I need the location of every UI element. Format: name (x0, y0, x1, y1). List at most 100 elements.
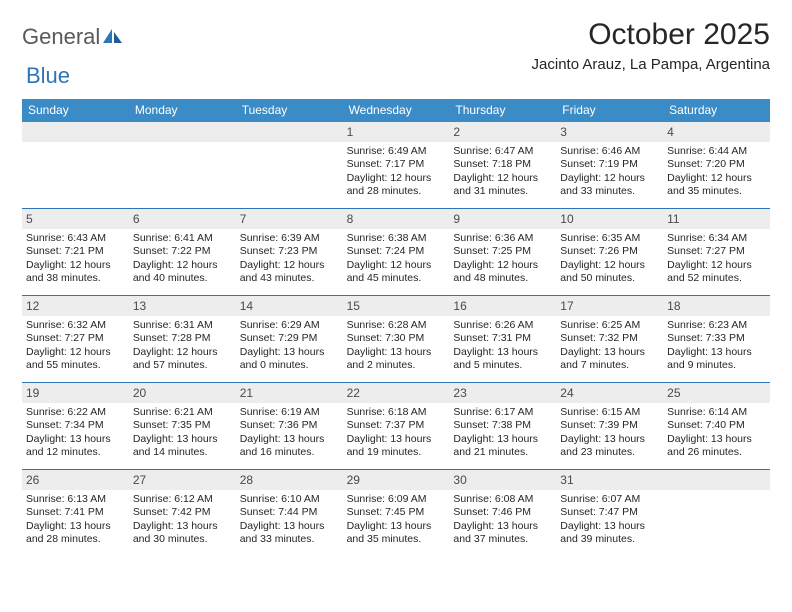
sunset-line: Sunset: 7:40 PM (667, 419, 766, 432)
dow-wednesday: Wednesday (343, 99, 450, 122)
day-number: 3 (556, 122, 663, 142)
week-row: 5Sunrise: 6:43 AMSunset: 7:21 PMDaylight… (22, 209, 770, 295)
title-block: October 2025 Jacinto Arauz, La Pampa, Ar… (532, 18, 770, 73)
daylight-line: Daylight: 13 hours and 26 minutes. (667, 433, 766, 460)
day-number: 29 (343, 470, 450, 490)
sunset-line: Sunset: 7:26 PM (560, 245, 659, 258)
sunrise-line: Sunrise: 6:07 AM (560, 493, 659, 506)
day-number: 14 (236, 296, 343, 316)
daylight-line: Daylight: 13 hours and 19 minutes. (347, 433, 446, 460)
daylight-line: Daylight: 13 hours and 33 minutes. (240, 520, 339, 547)
daylight-line: Daylight: 13 hours and 35 minutes. (347, 520, 446, 547)
week-row: 19Sunrise: 6:22 AMSunset: 7:34 PMDayligh… (22, 383, 770, 469)
sunrise-line: Sunrise: 6:19 AM (240, 406, 339, 419)
week-row: 26Sunrise: 6:13 AMSunset: 7:41 PMDayligh… (22, 470, 770, 556)
sunset-line: Sunset: 7:25 PM (453, 245, 552, 258)
sunrise-line: Sunrise: 6:35 AM (560, 232, 659, 245)
day-cell: 24Sunrise: 6:15 AMSunset: 7:39 PMDayligh… (556, 383, 663, 469)
sunrise-line: Sunrise: 6:12 AM (133, 493, 232, 506)
location: Jacinto Arauz, La Pampa, Argentina (532, 56, 770, 73)
day-number: 28 (236, 470, 343, 490)
daylight-line: Daylight: 13 hours and 21 minutes. (453, 433, 552, 460)
daylight-line: Daylight: 13 hours and 39 minutes. (560, 520, 659, 547)
day-cell: 30Sunrise: 6:08 AMSunset: 7:46 PMDayligh… (449, 470, 556, 556)
sunrise-line: Sunrise: 6:13 AM (26, 493, 125, 506)
day-number: 11 (663, 209, 770, 229)
daylight-line: Daylight: 13 hours and 14 minutes. (133, 433, 232, 460)
daylight-line: Daylight: 13 hours and 23 minutes. (560, 433, 659, 460)
daylight-line: Daylight: 12 hours and 48 minutes. (453, 259, 552, 286)
brand-logo: General (22, 18, 126, 50)
sunrise-line: Sunrise: 6:25 AM (560, 319, 659, 332)
day-cell: 26 Sunrise: 6:13 AMSunset: 7:41 PMDayligh… (22, 470, 129, 556)
sunset-line: Sunset: 7:35 PM (133, 419, 232, 432)
daylight-line: Daylight: 12 hours and 31 minutes. (453, 172, 552, 199)
daylight-line: Daylight: 12 hours and 45 minutes. (347, 259, 446, 286)
sunset-line: Sunset: 7:38 PM (453, 419, 552, 432)
daylight-line: Daylight: 13 hours and 30 minutes. (133, 520, 232, 547)
sunset-line: Sunset: 7:47 PM (560, 506, 659, 519)
daylight-line: Daylight: 12 hours and 33 minutes. (560, 172, 659, 199)
day-number: 23 (449, 383, 556, 403)
day-number: 21 (236, 383, 343, 403)
sunrise-line: Sunrise: 6:49 AM (347, 145, 446, 158)
sunset-line: Sunset: 7:22 PM (133, 245, 232, 258)
day-cell: 17Sunrise: 6:25 AMSunset: 7:32 PMDayligh… (556, 296, 663, 382)
sunset-line: Sunset: 7:30 PM (347, 332, 446, 345)
sunrise-line: Sunrise: 6:17 AM (453, 406, 552, 419)
daylight-line: Daylight: 13 hours and 9 minutes. (667, 346, 766, 373)
day-cell: 9Sunrise: 6:36 AMSunset: 7:25 PMDaylight… (449, 209, 556, 295)
sunset-line: Sunset: 7:33 PM (667, 332, 766, 345)
sunset-line: Sunset: 7:46 PM (453, 506, 552, 519)
day-number: 1 (343, 122, 450, 142)
daylight-line: Daylight: 13 hours and 5 minutes. (453, 346, 552, 373)
month-title: October 2025 (532, 18, 770, 52)
sunrise-line: Sunrise: 6:34 AM (667, 232, 766, 245)
day-cell: 23 Sunrise: 6:17 AMSunset: 7:38 PMDayligh… (449, 383, 556, 469)
daylight-line: Daylight: 12 hours and 43 minutes. (240, 259, 339, 286)
sunrise-line: Sunrise: 6:44 AM (667, 145, 766, 158)
week-row: 12Sunrise: 6:32 AMSunset: 7:27 PMDayligh… (22, 296, 770, 382)
sunset-line: Sunset: 7:41 PM (26, 506, 125, 519)
daylight-line: Daylight: 13 hours and 37 minutes. (453, 520, 552, 547)
day-cell: 22Sunrise: 6:18 AMSunset: 7:37 PMDayligh… (343, 383, 450, 469)
sunrise-line: Sunrise: 6:15 AM (560, 406, 659, 419)
sunset-line: Sunset: 7:24 PM (347, 245, 446, 258)
sunrise-line: Sunrise: 6:23 AM (667, 319, 766, 332)
brand-part2: Blue (26, 63, 70, 89)
day-cell: 10Sunrise: 6:35 AMSunset: 7:26 PMDayligh… (556, 209, 663, 295)
day-number: 31 (556, 470, 663, 490)
sunrise-line: Sunrise: 6:22 AM (26, 406, 125, 419)
day-cell: 13Sunrise: 6:31 AMSunset: 7:28 PMDayligh… (129, 296, 236, 382)
day-cell: 16Sunrise: 6:26 AMSunset: 7:31 PMDayligh… (449, 296, 556, 382)
day-cell: 18Sunrise: 6:23 AMSunset: 7:33 PMDayligh… (663, 296, 770, 382)
day-number: 16 (449, 296, 556, 316)
day-number: 22 (343, 383, 450, 403)
day-number: 17 (556, 296, 663, 316)
sunrise-line: Sunrise: 6:28 AM (347, 319, 446, 332)
day-number: 26 (22, 470, 129, 490)
day-cell (129, 122, 236, 208)
day-number: 24 (556, 383, 663, 403)
daylight-line: Daylight: 13 hours and 2 minutes. (347, 346, 446, 373)
dow-monday: Monday (129, 99, 236, 122)
sunset-line: Sunset: 7:45 PM (347, 506, 446, 519)
sunset-line: Sunset: 7:37 PM (347, 419, 446, 432)
day-cell: 31 Sunrise: 6:07 AMSunset: 7:47 PMDayligh… (556, 470, 663, 556)
sunrise-line: Sunrise: 6:32 AM (26, 319, 125, 332)
day-number: 15 (343, 296, 450, 316)
day-number: 9 (449, 209, 556, 229)
dow-thursday: Thursday (449, 99, 556, 122)
day-number: 2 (449, 122, 556, 142)
day-cell: 3Sunrise: 6:46 AMSunset: 7:19 PMDaylight… (556, 122, 663, 208)
sunrise-line: Sunrise: 6:21 AM (133, 406, 232, 419)
day-number (129, 122, 236, 142)
sunset-line: Sunset: 7:31 PM (453, 332, 552, 345)
daylight-line: Daylight: 13 hours and 28 minutes. (26, 520, 125, 547)
day-number: 10 (556, 209, 663, 229)
day-cell: 21Sunrise: 6:19 AMSunset: 7:36 PMDayligh… (236, 383, 343, 469)
day-number: 27 (129, 470, 236, 490)
dow-saturday: Saturday (663, 99, 770, 122)
day-number (22, 122, 129, 142)
sunrise-line: Sunrise: 6:38 AM (347, 232, 446, 245)
